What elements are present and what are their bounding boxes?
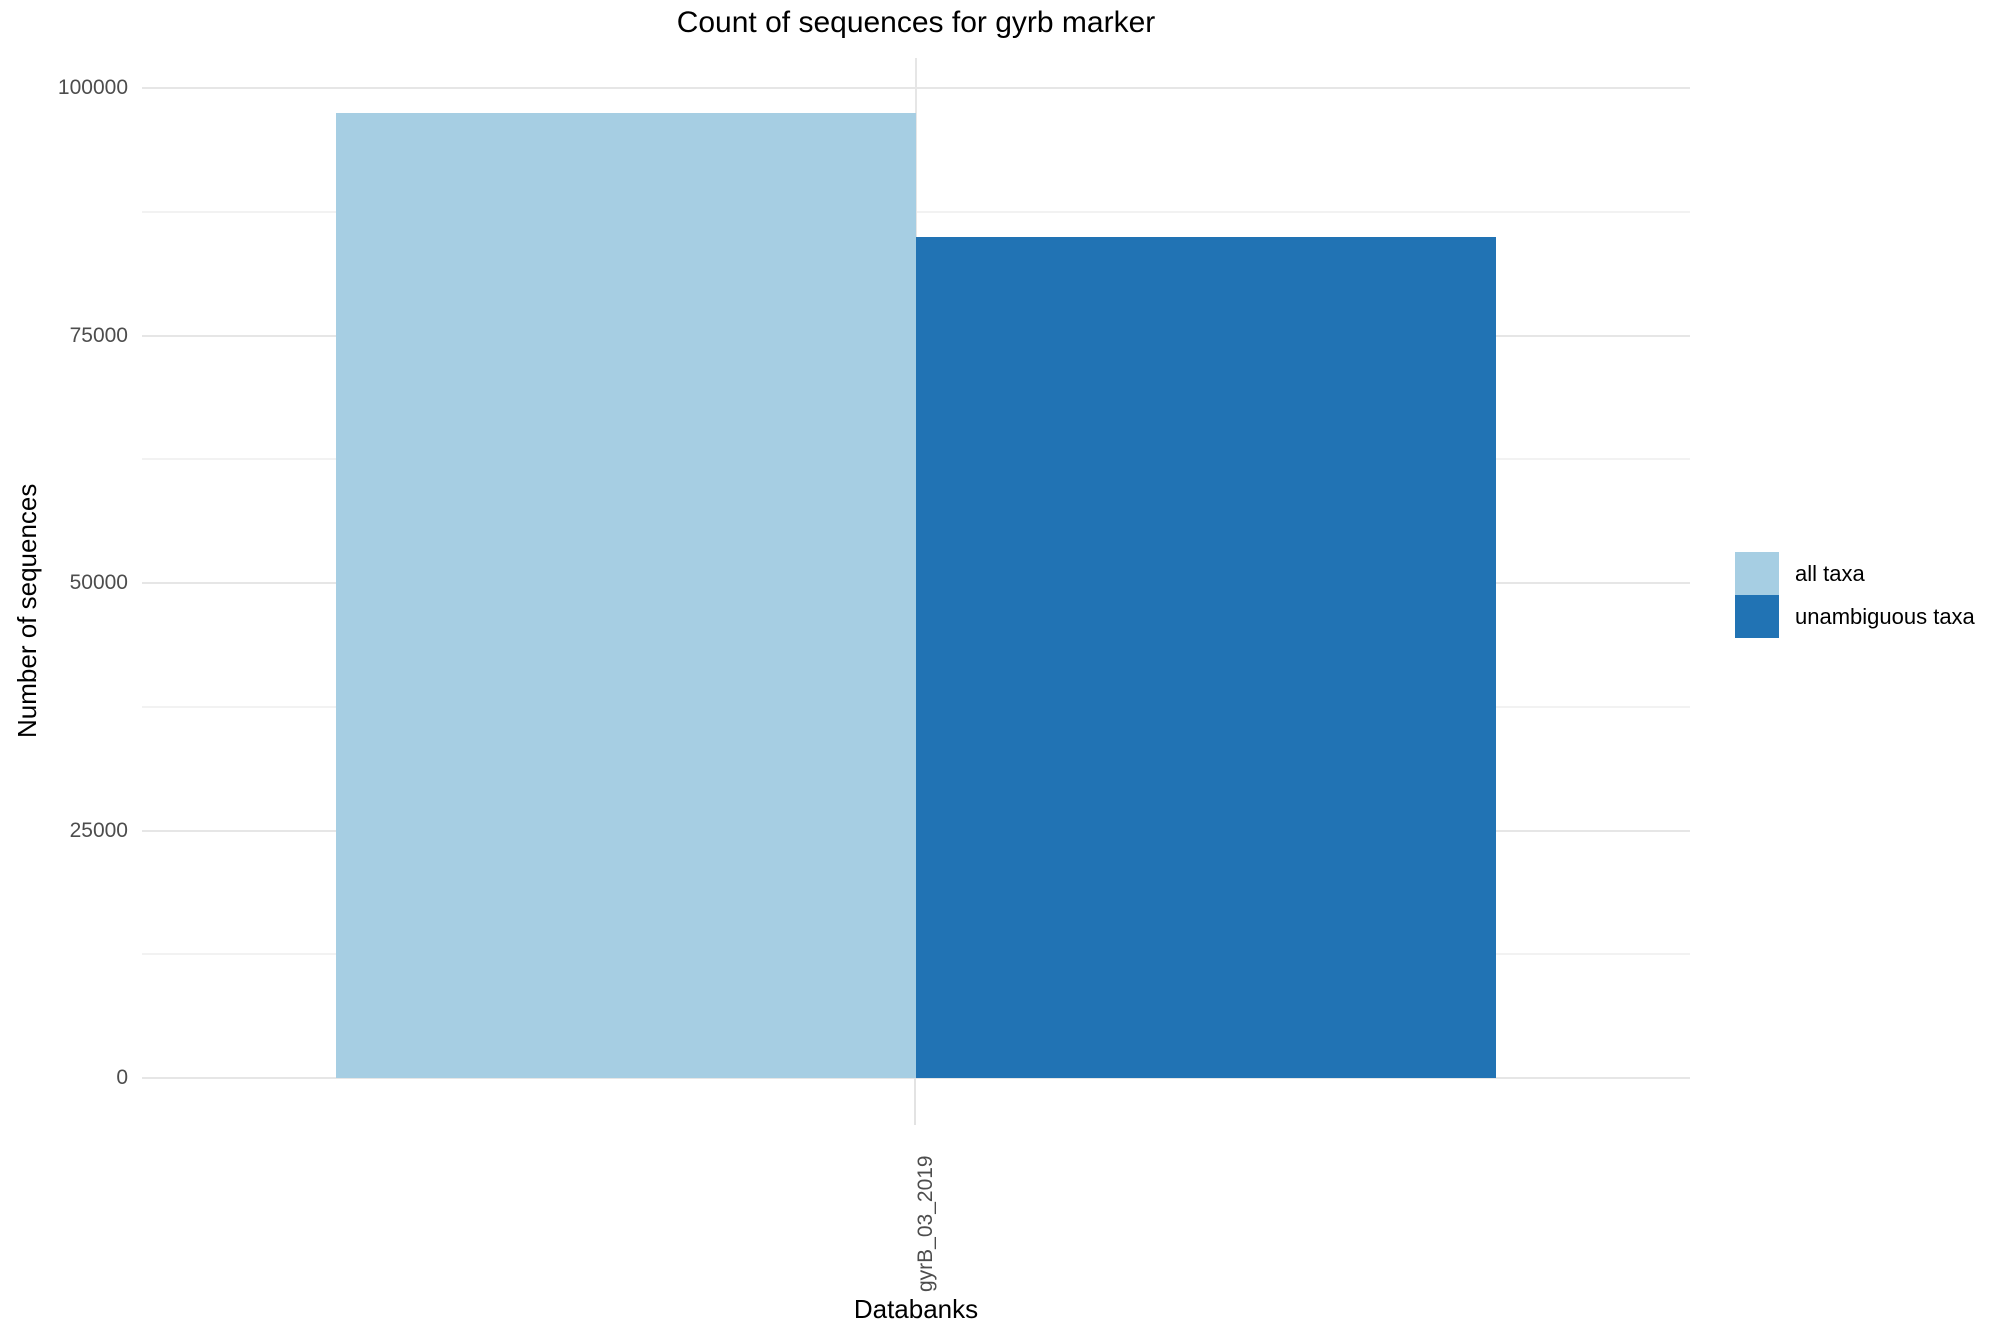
y-tick-label: 25000 xyxy=(69,818,128,842)
legend-key-unambiguous-taxa xyxy=(1735,595,1779,638)
y-tick-label: 0 xyxy=(116,1066,128,1089)
chart-title: Count of sequences for gyrb marker xyxy=(676,6,1156,39)
x-axis-title: Databanks xyxy=(853,1294,979,1324)
legend-item: all taxa xyxy=(1735,552,1975,595)
y-axis-title: Number of sequences xyxy=(12,483,42,738)
legend-label: unambiguous taxa xyxy=(1795,603,1975,629)
y-tick-label: 50000 xyxy=(69,571,128,594)
legend-item: unambiguous taxa xyxy=(1735,595,1975,638)
bar-unambiguous-taxa xyxy=(916,236,1496,1078)
y-tick-label: 100000 xyxy=(57,76,128,99)
legend-label: all taxa xyxy=(1795,560,1865,586)
y-gridline-major xyxy=(142,1077,1690,1079)
bar-all-taxa xyxy=(336,112,916,1078)
x-tick-label: gyrB_03_2019 xyxy=(914,1155,937,1292)
x-axis-tick-mark xyxy=(914,1078,916,1125)
legend-key-all-taxa xyxy=(1735,552,1779,595)
plot-panel xyxy=(142,58,1690,1079)
y-tick-label: 75000 xyxy=(69,323,128,347)
legend: all taxa unambiguous taxa xyxy=(1735,552,1975,638)
